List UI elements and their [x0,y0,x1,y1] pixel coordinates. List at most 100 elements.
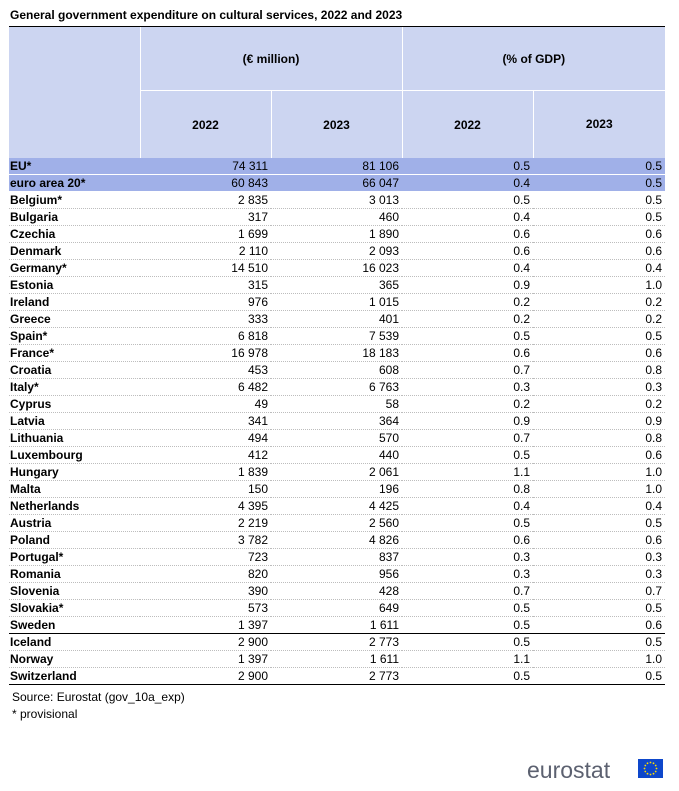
value-gdp-2022: 0.7 [402,582,534,600]
row-name: Italy* [9,378,140,396]
row-name: Austria [9,514,140,532]
flag-star [654,770,657,773]
row-name: Hungary [9,463,140,481]
row-name: Iceland [9,633,140,651]
value-gdp-2023: 1.0 [533,650,666,668]
value-gdp-2022: 0.5 [402,514,534,532]
table-row: Luxembourg 412 440 0.5 0.6 [9,446,666,464]
table-row: Germany* 14 510 16 023 0.4 0.4 [9,259,666,277]
row-name: Sweden [9,616,140,634]
value-million-2022: 2 110 [140,242,271,260]
value-million-2023: 2 773 [271,667,403,685]
value-gdp-2023: 0.2 [533,395,666,413]
value-million-2023: 58 [271,395,403,413]
value-million-2023: 570 [271,429,403,447]
table-row: Switzerland 2 900 2 773 0.5 0.5 [9,667,666,685]
value-gdp-2023: 0.5 [533,174,666,192]
table-row: France* 16 978 18 183 0.6 0.6 [9,344,666,362]
header-year-gdp-2022: 2022 [402,90,534,158]
table-row: Sweden 1 397 1 611 0.5 0.6 [9,616,666,634]
value-gdp-2023: 0.6 [533,616,666,634]
value-million-2023: 1 015 [271,293,403,311]
value-million-2022: 4 395 [140,497,271,515]
value-gdp-2023: 0.5 [533,158,666,175]
value-million-2022: 6 482 [140,378,271,396]
value-million-2022: 1 839 [140,463,271,481]
value-million-2022: 317 [140,208,271,226]
flag-star [644,764,647,767]
value-million-2022: 2 835 [140,191,271,209]
flag-star [649,773,652,776]
table-row: Slovenia 390 428 0.7 0.7 [9,582,666,600]
value-million-2023: 1 611 [271,650,403,668]
value-gdp-2023: 1.0 [533,276,666,294]
header-group-gdp: (% of GDP) [402,27,666,91]
table-row: Italy* 6 482 6 763 0.3 0.3 [9,378,666,396]
value-gdp-2022: 0.7 [402,361,534,379]
value-million-2023: 3 013 [271,191,403,209]
value-gdp-2022: 0.5 [402,327,534,345]
table-row: Ireland 976 1 015 0.2 0.2 [9,293,666,311]
value-gdp-2022: 0.2 [402,293,534,311]
value-gdp-2022: 0.6 [402,242,534,260]
value-million-2022: 14 510 [140,259,271,277]
table-row: Latvia 341 364 0.9 0.9 [9,412,666,430]
table-row: Belgium* 2 835 3 013 0.5 0.5 [9,191,666,209]
value-million-2022: 6 818 [140,327,271,345]
table-row: Bulgaria 317 460 0.4 0.5 [9,208,666,226]
value-million-2022: 315 [140,276,271,294]
flag-star [654,764,657,767]
row-name: Netherlands [9,497,140,515]
value-gdp-2022: 0.8 [402,480,534,498]
value-million-2022: 3 782 [140,531,271,549]
value-million-2023: 196 [271,480,403,498]
value-gdp-2023: 1.0 [533,480,666,498]
table-row: Estonia 315 365 0.9 1.0 [9,276,666,294]
table-row: Greece 333 401 0.2 0.2 [9,310,666,328]
row-name: Lithuania [9,429,140,447]
row-name: EU* [9,158,140,175]
value-million-2022: 494 [140,429,271,447]
value-gdp-2023: 0.5 [533,514,666,532]
value-million-2023: 4 826 [271,531,403,549]
value-million-2023: 18 183 [271,344,403,362]
value-million-2022: 390 [140,582,271,600]
table-row: Malta 150 196 0.8 1.0 [9,480,666,498]
table-row: Slovakia* 573 649 0.5 0.5 [9,599,666,617]
value-million-2023: 1 890 [271,225,403,243]
value-gdp-2023: 0.5 [533,633,666,651]
flag-star [655,767,658,770]
value-million-2022: 333 [140,310,271,328]
table-title: General government expenditure on cultur… [10,8,403,22]
value-gdp-2023: 0.5 [533,191,666,209]
value-million-2022: 1 397 [140,650,271,668]
table-row: Spain* 6 818 7 539 0.5 0.5 [9,327,666,345]
table-row: Croatia 453 608 0.7 0.8 [9,361,666,379]
value-gdp-2022: 0.3 [402,378,534,396]
header-row-groups: (€ million) (% of GDP) [9,27,666,91]
table-row: EU* 74 311 81 106 0.5 0.5 [9,158,666,175]
row-name: Switzerland [9,667,140,685]
flag-star [652,762,655,765]
value-gdp-2022: 0.5 [402,191,534,209]
row-name: euro area 20* [9,174,140,192]
value-gdp-2022: 0.3 [402,548,534,566]
value-gdp-2023: 0.3 [533,378,666,396]
value-gdp-2023: 0.5 [533,327,666,345]
header-year-million-2022: 2022 [140,90,272,158]
row-name: Croatia [9,361,140,379]
value-gdp-2023: 0.2 [533,310,666,328]
table-row: Austria 2 219 2 560 0.5 0.5 [9,514,666,532]
table-row: Romania 820 956 0.3 0.3 [9,565,666,583]
value-million-2022: 341 [140,412,271,430]
value-gdp-2022: 0.5 [402,599,534,617]
value-million-2023: 4 425 [271,497,403,515]
value-gdp-2022: 0.6 [402,531,534,549]
value-million-2023: 81 106 [271,158,403,175]
value-million-2023: 365 [271,276,403,294]
value-gdp-2022: 0.5 [402,633,534,651]
row-name: Cyprus [9,395,140,413]
value-million-2023: 440 [271,446,403,464]
value-million-2023: 1 611 [271,616,403,634]
flag-star [652,772,655,775]
